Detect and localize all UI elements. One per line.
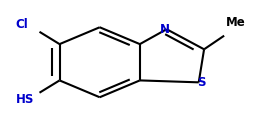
Text: Me: Me [225,16,245,29]
Text: S: S [197,77,206,89]
Text: Cl: Cl [15,18,28,31]
Text: HS: HS [15,93,34,106]
Text: N: N [160,23,170,36]
